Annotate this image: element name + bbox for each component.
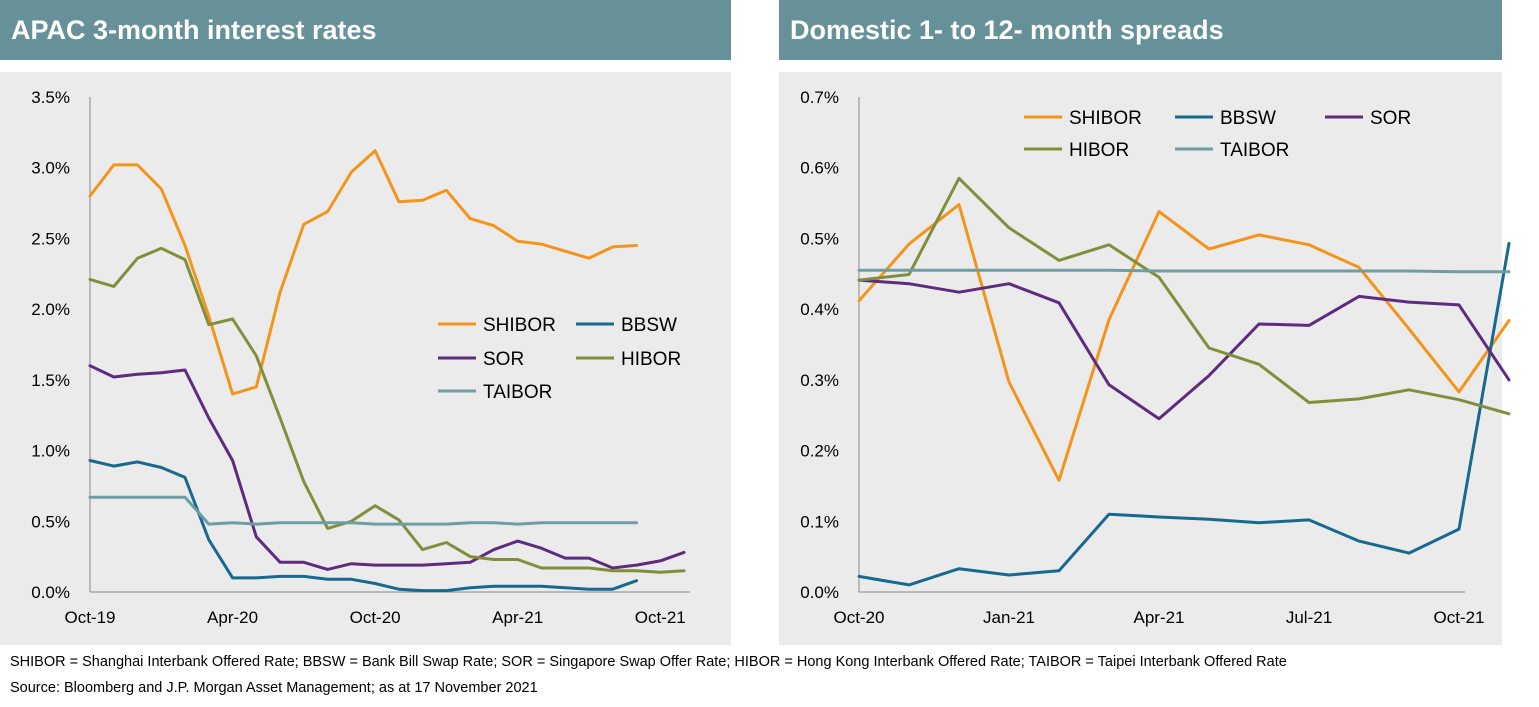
y-tick-label: 0.2% (800, 442, 839, 461)
series-line-sor (88, 364, 686, 571)
x-tick-label: Oct-21 (1433, 608, 1484, 627)
footnote-source: Source: Bloomberg and J.P. Morgan Asset … (10, 680, 538, 696)
series-line-bbsw (857, 241, 1511, 587)
series-line-shibor (857, 203, 1511, 482)
chart-panel-right (779, 72, 1502, 645)
y-tick-label: 0.4% (800, 300, 839, 319)
x-tick-label: Apr-21 (1133, 608, 1184, 627)
y-tick-label: 0.3% (800, 371, 839, 390)
legend-label-sor: SOR (1370, 108, 1411, 129)
legend-label-hibor: HIBOR (1069, 140, 1129, 161)
legend-label-taibor: TAIBOR (483, 382, 552, 403)
y-tick-label: 0.0% (31, 583, 70, 602)
x-tick-label: Oct-20 (350, 608, 401, 627)
x-tick-label: Oct-20 (833, 608, 884, 627)
series-line-bbsw (88, 459, 638, 593)
series-line-taibor (857, 268, 1511, 274)
series-line-hibor (857, 176, 1511, 416)
y-tick-label: 2.0% (31, 300, 70, 319)
x-tick-label: Jan-21 (983, 608, 1035, 627)
x-tick-label: Oct-21 (635, 608, 686, 627)
x-tick-label: Apr-20 (207, 608, 258, 627)
y-tick-label: 3.0% (31, 159, 70, 178)
y-tick-label: 0.7% (800, 88, 839, 107)
series-line-taibor (88, 495, 638, 526)
y-tick-label: 0.5% (31, 512, 70, 531)
footnote-definitions: SHIBOR = Shanghai Interbank Offered Rate… (10, 654, 1287, 670)
legend-label-hibor: HIBOR (621, 349, 681, 370)
chart-title-left: APAC 3-month interest rates (0, 0, 731, 60)
y-tick-label: 1.5% (31, 371, 70, 390)
y-tick-label: 2.5% (31, 229, 70, 248)
y-tick-label: 0.6% (800, 159, 839, 178)
legend-label-bbsw: BBSW (621, 315, 677, 336)
x-tick-label: Jul-21 (1286, 608, 1332, 627)
x-tick-label: Apr-21 (492, 608, 543, 627)
y-tick-label: 3.5% (31, 88, 70, 107)
legend-label-shibor: SHIBOR (483, 315, 556, 336)
legend-label-taibor: TAIBOR (1220, 140, 1289, 161)
chart-title-right: Domestic 1- to 12- month spreads (779, 0, 1502, 60)
x-tick-label: Oct-19 (64, 608, 115, 627)
series-line-hibor (88, 246, 686, 574)
y-tick-label: 1.0% (31, 442, 70, 461)
y-tick-label: 0.1% (800, 512, 839, 531)
y-tick-label: 0.5% (800, 229, 839, 248)
legend-label-sor: SOR (483, 349, 524, 370)
series-line-shibor (88, 149, 638, 396)
y-tick-label: 0.0% (800, 583, 839, 602)
legend-label-bbsw: BBSW (1220, 108, 1276, 129)
series-line-sor (857, 278, 1511, 421)
legend-label-shibor: SHIBOR (1069, 108, 1142, 129)
